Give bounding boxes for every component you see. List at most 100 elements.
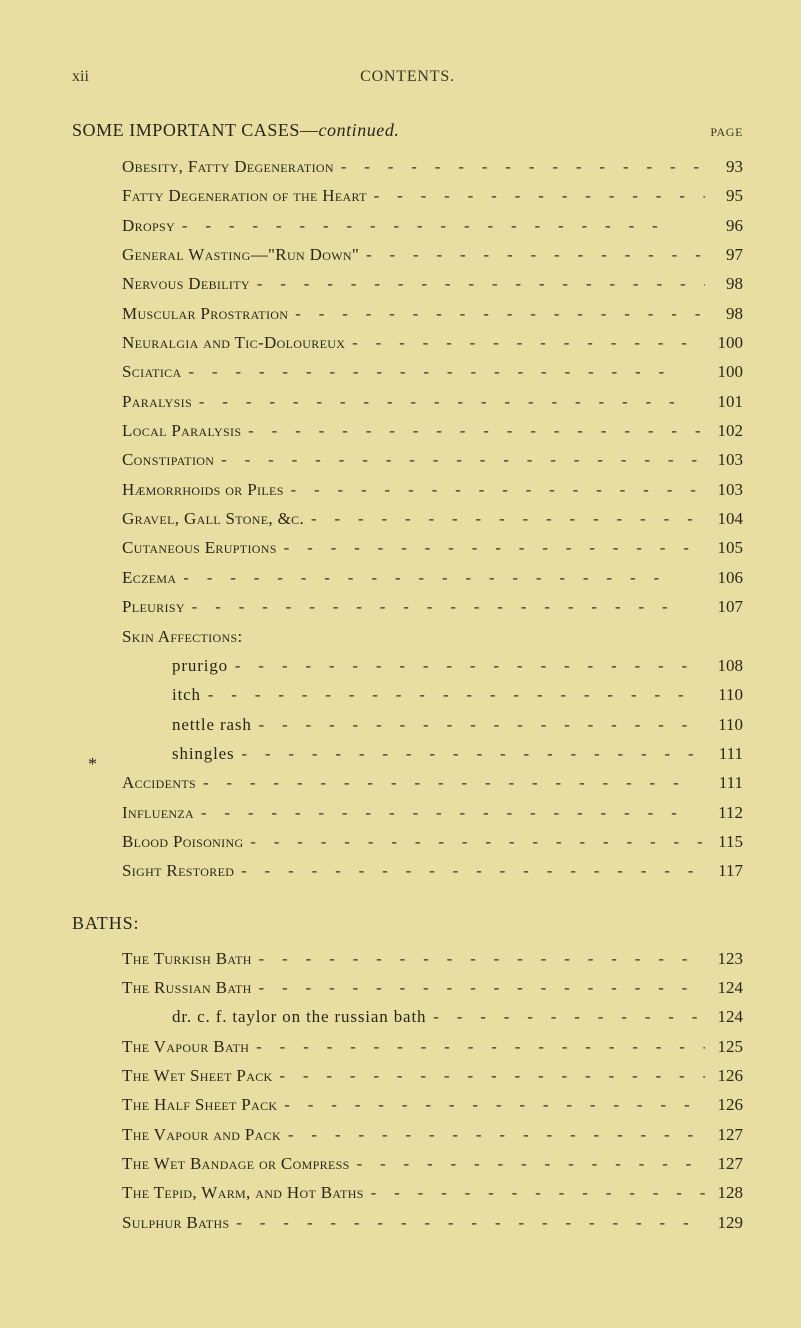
- skin-affections-heading: Skin Affections:: [72, 624, 743, 650]
- toc-entry-page: 98: [705, 271, 743, 297]
- toc-entry: Gravel, Gall Stone, &c.- - - - - - - - -…: [72, 506, 743, 532]
- toc-entry: Blood Poisoning- - - - - - - - - - - - -…: [72, 829, 743, 855]
- toc-entry-label: General Wasting—"Run Down": [122, 242, 359, 268]
- toc-leader: - - - - - - - - - - - - - - - - - - - - …: [345, 330, 705, 356]
- toc-entry-label: The Vapour Bath: [122, 1034, 249, 1060]
- toc-entry-label: The Wet Sheet Pack: [122, 1063, 273, 1089]
- toc-leader: - - - - - - - - - - - - - - - - - - - - …: [334, 154, 705, 180]
- toc-entry-label: The Wet Bandage or Compress: [122, 1151, 350, 1177]
- toc-entry: Sight Restored- - - - - - - - - - - - - …: [72, 858, 743, 884]
- toc-leader: - - - - - - - - - - - - - - - - - - - - …: [277, 535, 705, 561]
- toc-entry: Dropsy- - - - - - - - - - - - - - - - - …: [72, 213, 743, 239]
- after-skin-list: * Accidents- - - - - - - - - - - - - - -…: [72, 770, 743, 884]
- toc-entry-page: 105: [705, 535, 743, 561]
- toc-entry-label: Eczema: [122, 565, 176, 591]
- toc-entry: The Vapour and Pack- - - - - - - - - - -…: [72, 1122, 743, 1148]
- toc-entry: Sulphur Baths- - - - - - - - - - - - - -…: [72, 1210, 743, 1236]
- main-heading-row: SOME IMPORTANT CASES—continued. PAGE: [72, 120, 743, 141]
- toc-entry: The Wet Bandage or Compress- - - - - - -…: [72, 1151, 743, 1177]
- toc-leader: - - - - - - - - - - - - - - - - - - - - …: [196, 770, 705, 796]
- toc-entry-page: 129: [705, 1210, 743, 1236]
- toc-entry-page: 103: [705, 447, 743, 473]
- toc-entry: The Wet Sheet Pack- - - - - - - - - - - …: [72, 1063, 743, 1089]
- toc-entry-page: 107: [705, 594, 743, 620]
- toc-entry-label: The Russian Bath: [122, 975, 252, 1001]
- toc-entry: Paralysis- - - - - - - - - - - - - - - -…: [72, 389, 743, 415]
- page-column-label: PAGE: [710, 125, 743, 140]
- toc-leader: - - - - - - - - - - - - - - - - - - - - …: [350, 1151, 705, 1177]
- document-page: xii CONTENTS. xii SOME IMPORTANT CASES—c…: [0, 0, 801, 1279]
- skin-list: prurigo- - - - - - - - - - - - - - - - -…: [72, 653, 743, 767]
- toc-entry-page: 124: [705, 975, 743, 1001]
- toc-leader: - - - - - - - - - - - - - - - - - - - - …: [277, 1092, 705, 1118]
- cases-list: Obesity, Fatty Degeneration- - - - - - -…: [72, 154, 743, 621]
- baths-list: The Turkish Bath- - - - - - - - - - - - …: [72, 946, 743, 1236]
- toc-leader: - - - - - - - - - - - - - - - - - - - - …: [175, 213, 705, 239]
- toc-entry-page: 125: [705, 1034, 743, 1060]
- toc-entry-page: 95: [705, 183, 743, 209]
- toc-entry-label: Sciatica: [122, 359, 182, 385]
- toc-entry: itch- - - - - - - - - - - - - - - - - - …: [72, 682, 743, 708]
- toc-entry-label: Cutaneous Eruptions: [122, 535, 277, 561]
- toc-leader: - - - - - - - - - - - - - - - - - - - - …: [367, 183, 705, 209]
- toc-entry: Constipation- - - - - - - - - - - - - - …: [72, 447, 743, 473]
- toc-leader: - - - - - - - - - - - - - - - - - - - - …: [252, 712, 705, 738]
- baths-heading: BATHS:: [72, 913, 743, 934]
- toc-leader: - - - - - - - - - - - - - - - - - - - - …: [235, 741, 705, 767]
- toc-entry-label: Constipation: [122, 447, 214, 473]
- heading-prefix: SOME IMPORTANT CASES—: [72, 120, 319, 140]
- toc-leader: - - - - - - - - - - - - - - - - - - - - …: [250, 271, 705, 297]
- toc-entry-page: 111: [705, 741, 743, 767]
- toc-entry-page: 103: [705, 477, 743, 503]
- toc-entry-page: 128: [705, 1180, 743, 1206]
- toc-entry: Nervous Debility- - - - - - - - - - - - …: [72, 271, 743, 297]
- toc-entry-label: Influenza: [122, 800, 194, 826]
- toc-entry-label: Blood Poisoning: [122, 829, 243, 855]
- toc-entry-label: Gravel, Gall Stone, &c.: [122, 506, 304, 532]
- toc-entry-label: Paralysis: [122, 389, 192, 415]
- toc-leader: - - - - - - - - - - - - - - - - - - - - …: [214, 447, 705, 473]
- toc-entry-label: Sulphur Baths: [122, 1210, 229, 1236]
- toc-entry-page: 117: [705, 858, 743, 884]
- toc-entry-label: Local Paralysis: [122, 418, 241, 444]
- toc-entry-page: 126: [705, 1092, 743, 1118]
- toc-entry-label: prurigo: [172, 653, 228, 679]
- toc-entry-label: Pleurisy: [122, 594, 185, 620]
- toc-leader: - - - - - - - - - - - - - - - - - - - - …: [241, 418, 705, 444]
- toc-entry: Fatty Degeneration of the Heart- - - - -…: [72, 183, 743, 209]
- toc-entry-page: 110: [705, 712, 743, 738]
- toc-leader: - - - - - - - - - - - - - - - - - - - - …: [243, 829, 705, 855]
- toc-entry: Local Paralysis- - - - - - - - - - - - -…: [72, 418, 743, 444]
- toc-leader: - - - - - - - - - - - - - - - - - - - - …: [182, 359, 705, 385]
- toc-entry-label: Fatty Degeneration of the Heart: [122, 183, 367, 209]
- toc-entry-page: 127: [705, 1122, 743, 1148]
- toc-entry-page: 104: [705, 506, 743, 532]
- toc-entry-label: Sight Restored: [122, 858, 234, 884]
- toc-entry-page: 98: [705, 301, 743, 327]
- toc-leader: - - - - - - - - - - - - - - - - - - - - …: [364, 1180, 705, 1206]
- toc-entry-page: 108: [705, 653, 743, 679]
- toc-entry-label: dr. c. f. taylor on the russian bath: [172, 1004, 426, 1030]
- toc-leader: - - - - - - - - - - - - - - - - - - - - …: [288, 301, 705, 327]
- toc-entry: dr. c. f. taylor on the russian bath- - …: [72, 1004, 743, 1030]
- toc-entry-label: Accidents: [122, 770, 196, 796]
- toc-entry: shingles- - - - - - - - - - - - - - - - …: [72, 741, 743, 767]
- toc-entry: Accidents- - - - - - - - - - - - - - - -…: [72, 770, 743, 796]
- toc-entry: Pleurisy- - - - - - - - - - - - - - - - …: [72, 594, 743, 620]
- toc-entry-page: 126: [705, 1063, 743, 1089]
- toc-leader: - - - - - - - - - - - - - - - - - - - - …: [228, 653, 705, 679]
- toc-entry-page: 96: [705, 213, 743, 239]
- toc-entry-page: 115: [705, 829, 743, 855]
- toc-entry-label: Neuralgia and Tic-Doloureux: [122, 330, 345, 356]
- toc-leader: - - - - - - - - - - - - - - - - - - - - …: [426, 1004, 705, 1030]
- toc-leader: - - - - - - - - - - - - - - - - - - - - …: [249, 1034, 705, 1060]
- toc-leader: - - - - - - - - - - - - - - - - - - - - …: [359, 242, 705, 268]
- toc-entry-page: 112: [705, 800, 743, 826]
- toc-entry-page: 102: [705, 418, 743, 444]
- toc-entry-page: 97: [705, 242, 743, 268]
- toc-entry-page: 124: [705, 1004, 743, 1030]
- toc-entry-label: Muscular Prostration: [122, 301, 288, 327]
- skin-heading-label: Skin Affections:: [122, 624, 243, 650]
- toc-entry-page: 111: [705, 770, 743, 796]
- toc-entry-page: 110: [705, 682, 743, 708]
